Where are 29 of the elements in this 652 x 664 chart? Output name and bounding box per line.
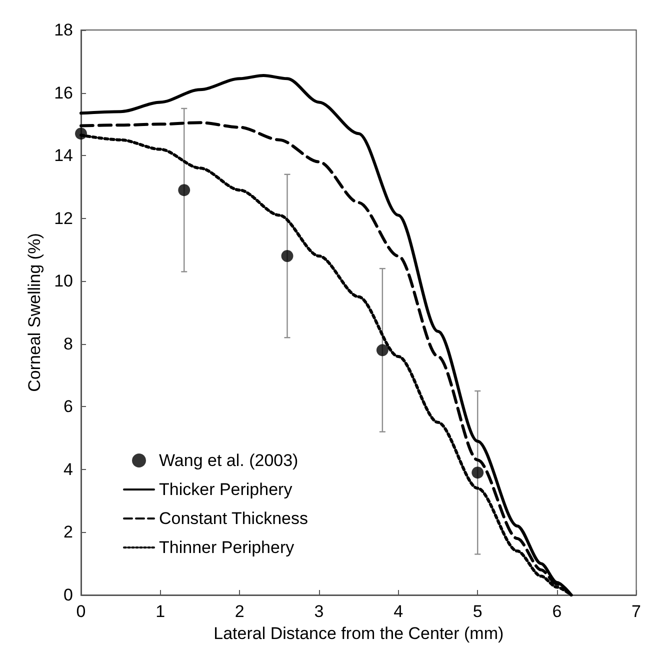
y-tick-label: 0: [64, 586, 73, 604]
y-tick-label: 8: [64, 334, 73, 354]
y-tick-label: 16: [54, 83, 73, 102]
y-tick-label: 14: [54, 146, 73, 166]
y-tick-label: 10: [54, 272, 73, 291]
point: [178, 184, 190, 196]
x-tick-label: 4: [394, 602, 404, 621]
x-tick-label: 1: [156, 602, 166, 621]
point: [281, 250, 294, 262]
x-tick-label: 6: [552, 602, 562, 621]
point: [75, 128, 87, 140]
y-axis-title: Corneal Swelling (%): [25, 233, 44, 392]
y-tick-label: 2: [64, 522, 73, 542]
x-tick-label: 0: [76, 602, 86, 621]
x-tick-label: 5: [472, 602, 482, 621]
legend-label: Thinner Periphery: [159, 538, 295, 557]
x-axis-title: Lateral Distance from the Center (mm): [214, 624, 504, 643]
x-tick-label: 3: [314, 602, 324, 621]
x-tick-label: 2: [234, 602, 244, 621]
y-tick-label: 4: [64, 460, 73, 479]
x-tick-label: 7: [632, 602, 642, 621]
legend-label: Wang et al. (2003): [159, 451, 298, 470]
y-tick-label: 12: [54, 208, 73, 228]
legend-label: Constant Thickness: [159, 509, 308, 528]
point: [376, 344, 388, 356]
y-tick-label: 18: [54, 20, 73, 40]
legend-label: Thicker Periphery: [159, 480, 293, 499]
y-tick-label: 6: [64, 397, 73, 416]
point: [472, 466, 484, 479]
